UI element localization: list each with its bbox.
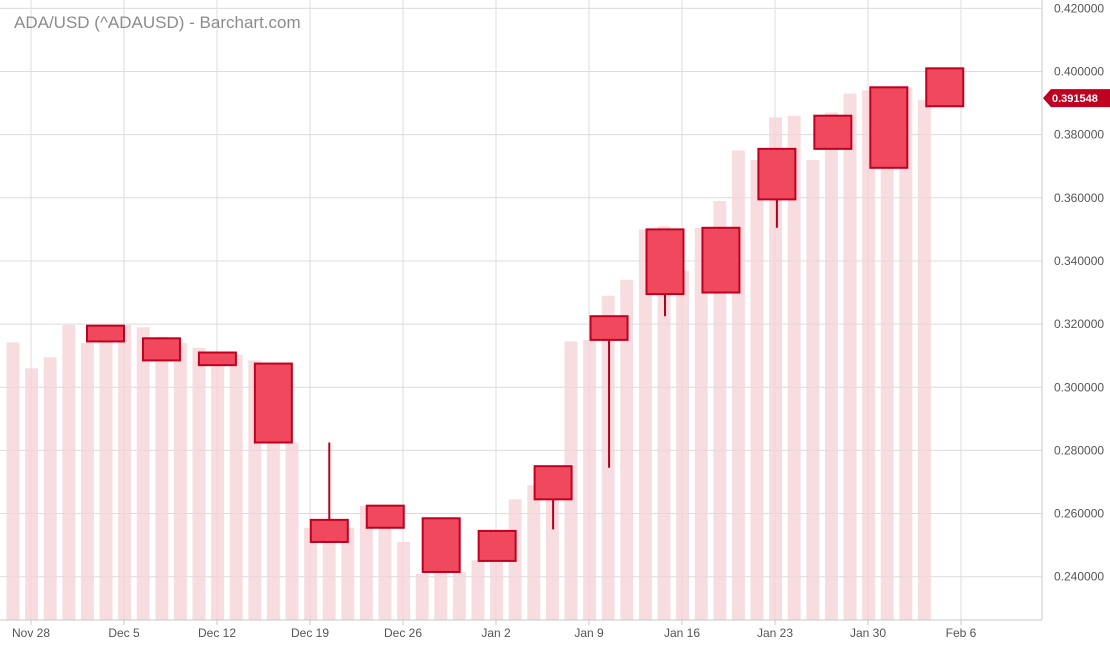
candle-body <box>589 315 629 341</box>
volume-bar <box>25 368 39 620</box>
volume-bar <box>397 541 411 620</box>
volume-bar <box>899 87 913 621</box>
candle-body <box>477 529 517 562</box>
x-tick-label: Nov 28 <box>12 626 50 640</box>
volume-bar <box>99 331 113 620</box>
volume-bar <box>694 227 708 620</box>
candle-body <box>813 114 853 150</box>
x-tick-label: Feb 6 <box>946 626 977 640</box>
volume-bar <box>229 354 243 620</box>
x-tick-label: Dec 26 <box>384 626 422 640</box>
volume-bar <box>452 571 466 620</box>
volume-bar <box>657 226 671 620</box>
volume-bar <box>322 541 336 620</box>
volume-bar <box>43 357 57 620</box>
volume-bar <box>341 527 355 620</box>
current-price-tag: 0.391548 <box>1043 89 1110 108</box>
volume-bar <box>731 150 745 620</box>
volume-bar <box>806 159 820 620</box>
y-tick-label: 0.360000 <box>1054 191 1104 205</box>
volume-bar <box>527 485 541 620</box>
y-tick-label: 0.260000 <box>1054 507 1104 521</box>
volume-bar <box>359 505 373 620</box>
candlesticks <box>86 67 965 573</box>
volume-bar <box>415 573 429 620</box>
chart-title: ADA/USD (^ADAUSD) - Barchart.com <box>14 13 301 32</box>
y-tick-label: 0.420000 <box>1054 1 1104 15</box>
volume-bar <box>192 347 206 620</box>
current-price-tag-background <box>1043 89 1110 108</box>
y-tick-label: 0.380000 <box>1054 128 1104 142</box>
y-tick-label: 0.400000 <box>1054 65 1104 79</box>
volume-bar <box>824 112 838 621</box>
y-tick-label: 0.240000 <box>1054 570 1104 584</box>
y-tick-label: 0.320000 <box>1054 317 1104 331</box>
candle-body <box>197 351 237 367</box>
y-tick-label: 0.340000 <box>1054 254 1104 268</box>
volume-bar <box>620 279 634 620</box>
volume-bar <box>6 342 20 620</box>
x-tick-label: Jan 16 <box>664 626 700 640</box>
candle-body <box>869 86 909 169</box>
x-tick-label: Jan 30 <box>850 626 886 640</box>
candle-body <box>421 517 461 573</box>
volume-bar <box>880 106 894 621</box>
candle-body <box>757 147 797 201</box>
y-tick-label: 0.280000 <box>1054 443 1104 457</box>
volume-bar <box>545 466 559 620</box>
volume-bar <box>917 99 931 621</box>
volume-bar <box>676 270 690 620</box>
volume-bar <box>750 159 764 620</box>
volume-bar <box>155 336 169 620</box>
volume-bar <box>638 229 652 620</box>
x-tick-label: Dec 12 <box>198 626 236 640</box>
candle-body <box>365 504 405 529</box>
volume-bar <box>862 90 876 620</box>
volume-bar <box>378 527 392 620</box>
candle-body <box>253 362 293 444</box>
x-tick-label: Dec 19 <box>291 626 329 640</box>
current-price-value: 0.391548 <box>1052 93 1098 105</box>
volume-bar <box>285 442 299 620</box>
x-axis-ticks: Nov 28 Dec 5 Dec 12 Dec 19 Dec 26 Jan 2 Jan 9 J… <box>12 620 977 640</box>
candle-body <box>925 67 965 108</box>
candle-body <box>533 465 573 501</box>
x-tick-label: Dec 5 <box>108 626 140 640</box>
volume-bar <box>713 200 727 620</box>
candle-body <box>309 518 349 543</box>
x-tick-label: Jan 2 <box>481 626 511 640</box>
volume-bar <box>843 93 857 621</box>
volume-bar <box>304 527 318 620</box>
volume-bar <box>62 325 76 620</box>
x-tick-label: Jan 23 <box>757 626 793 640</box>
x-tick-label: Jan 9 <box>574 626 604 640</box>
volume-bar <box>471 560 485 620</box>
y-tick-label: 0.300000 <box>1054 380 1104 394</box>
volume-bar <box>211 354 225 620</box>
y-axis-ticks: 0.420000 0.400000 0.380000 0.360000 0.340000… <box>1054 1 1104 583</box>
volume-bar <box>769 117 783 620</box>
candle-body <box>701 226 741 294</box>
volume-bar <box>173 343 187 620</box>
candle-body <box>141 337 181 362</box>
candle-body <box>645 228 685 296</box>
volume-bar <box>583 339 597 620</box>
candle-body <box>86 324 125 343</box>
volume-bar <box>118 325 132 620</box>
volume-bar <box>787 115 801 620</box>
volume-bar <box>136 327 150 620</box>
volume-bar <box>80 343 94 620</box>
